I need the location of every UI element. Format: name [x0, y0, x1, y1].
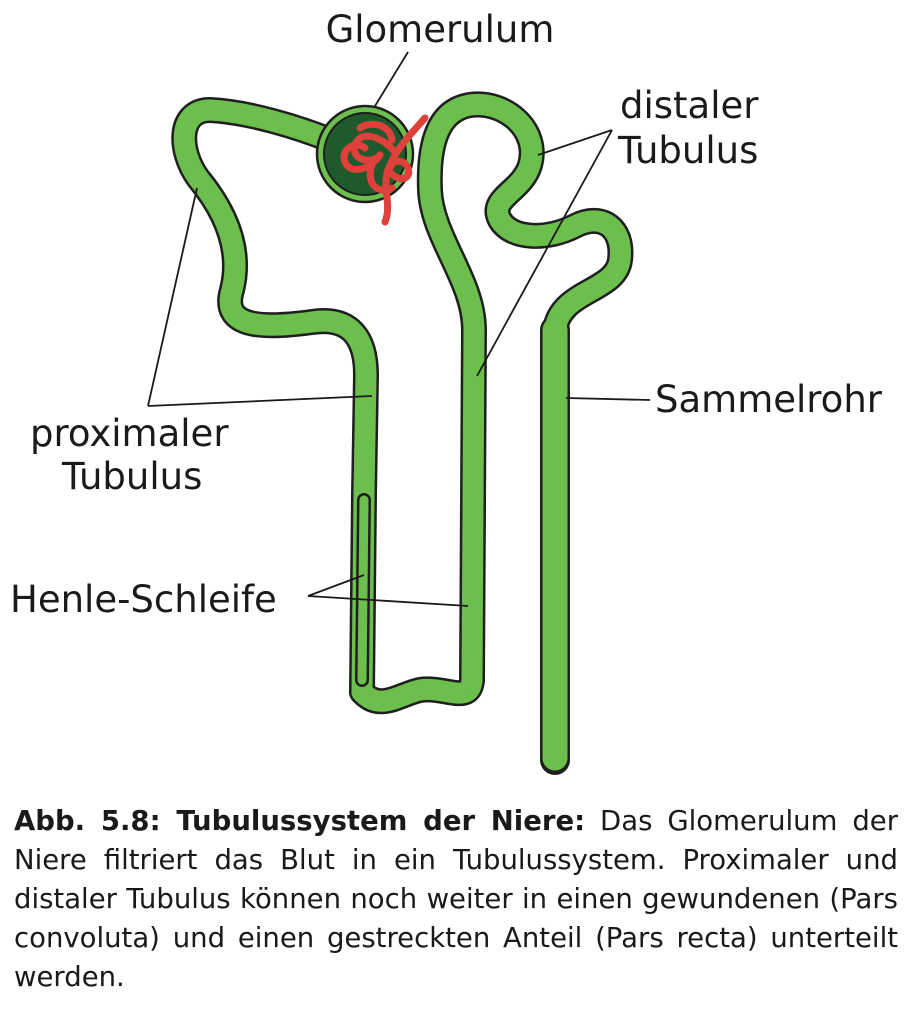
distal-pointer-1	[537, 129, 613, 156]
proximal-pointer-1	[147, 187, 198, 407]
distal-tubule	[419, 93, 631, 691]
proximal-label-line2: Tubulus	[61, 455, 202, 498]
distal-pointer-2	[476, 129, 613, 377]
henle-loop-bottom	[351, 669, 483, 712]
sammelrohr-label: Sammelrohr	[655, 378, 883, 421]
glomerulum-icon	[315, 104, 429, 226]
distal-label-line1: distaler	[620, 84, 759, 127]
glomerulum-pointer	[374, 51, 409, 107]
henle-label: Henle-Schleife	[10, 578, 277, 621]
henle-pointer-1	[307, 574, 365, 597]
thin-henle-limb-fill	[357, 495, 369, 685]
caption-title: Abb. 5.8: Tubulussystem der Niere:	[14, 805, 586, 837]
distal-label-line2: Tubulus	[617, 129, 758, 172]
glomerulum-label: Glomerulum	[326, 8, 555, 51]
henle-pointer-2	[307, 595, 469, 607]
proximal-label-line1: proximaler	[30, 412, 229, 455]
proximal-pointer-2	[147, 395, 373, 407]
nephron-diagram: Glomerulum distaler Tubulus proximaler T…	[10, 8, 883, 775]
proximal-tubule	[173, 99, 377, 703]
figure-caption: Abb. 5.8: Tubulussystem der Niere: Das G…	[14, 802, 898, 997]
sammelrohr-pointer	[565, 397, 651, 401]
caption-text: Das Glomerulum der Niere filtriert das B…	[14, 805, 899, 993]
